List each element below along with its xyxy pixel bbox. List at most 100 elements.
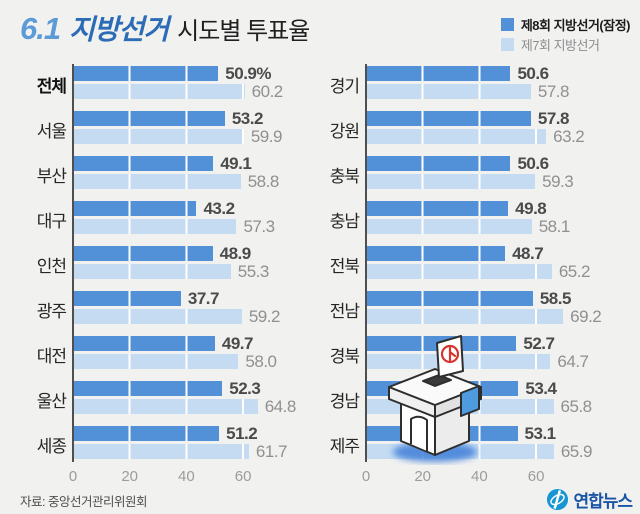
legend-swatch-series7: [500, 37, 514, 51]
title-date: 6.1: [20, 11, 61, 46]
series7-bar-line: 60.2: [74, 81, 327, 101]
series8-value: 50.6: [517, 63, 549, 83]
region-row-전북: 전북 48.7 65.2: [330, 244, 620, 291]
series8-bar: [367, 66, 511, 81]
series8-value: 43.2: [203, 198, 235, 218]
legend-label-series8: 제8회 지방선거(잠정): [520, 17, 631, 33]
region-row-충북: 충북 50.6 59.3: [330, 153, 620, 201]
series8-bar: [367, 291, 533, 306]
series8-bar: [74, 426, 220, 441]
series8-value: 50.9%: [225, 63, 271, 83]
series8-bar-line: 58.5: [367, 289, 620, 308]
region-row-세종: 세종 51.2 61.7: [37, 424, 327, 471]
region-label: 전남: [329, 302, 360, 321]
source-credit: 자료: 중앙선거관리위원회: [20, 495, 147, 509]
series8-bar-line: 49.7: [74, 333, 327, 353]
series8-value: 49.1: [220, 153, 252, 173]
region-row-경기: 경기 50.6 57.8: [330, 63, 620, 111]
series7-bar-line: 58.0: [74, 352, 327, 371]
series7-bar: [74, 444, 249, 459]
series7-bar: [74, 219, 237, 234]
series8-bar-line: 48.9: [74, 243, 327, 263]
series8-value: 57.8: [537, 108, 570, 128]
series7-bar-line: 57.3: [74, 217, 327, 236]
region-label: 울산: [36, 392, 67, 411]
series7-value: 55.3: [237, 261, 270, 281]
legend-item-series8: 제8회 지방선거(잠정): [500, 14, 631, 34]
series8-bar: [367, 111, 531, 126]
series8-bar: [74, 156, 214, 171]
region-label: 부산: [36, 167, 67, 186]
series7-value: 64.8: [264, 396, 297, 416]
series7-value: 59.3: [542, 171, 574, 191]
x-axis-tick: 60: [234, 468, 252, 485]
series7-bar: [74, 174, 241, 189]
series7-bar-line: 58.1: [367, 216, 620, 236]
series7-value: 69.2: [570, 306, 602, 326]
region-label: 서울: [36, 122, 67, 141]
ballot-stamp-icon: [440, 344, 460, 364]
series8-value: 48.9: [219, 243, 252, 263]
news-agency-logo: 연합뉴스: [546, 487, 633, 512]
series8-bar: [74, 201, 197, 216]
series8-value: 50.6: [517, 153, 549, 173]
series7-bar-line: 59.9: [74, 126, 327, 146]
region-label: 인천: [36, 257, 67, 276]
x-axis-left: 0 20 40 60: [69, 468, 328, 488]
title-event: 지방선거: [69, 14, 169, 45]
series7-bar-line: 55.3: [74, 261, 327, 281]
region-label: 경남: [329, 392, 360, 411]
series7-bar-line: 64.8: [74, 396, 327, 416]
region-label: 세종: [36, 437, 67, 456]
legend: 제8회 지방선거(잠정) 제7회 지방선거: [500, 14, 631, 54]
series7-value: 65.2: [558, 261, 591, 281]
chart-column-left: 전체 50.9% 60.2 서울 53.2 59.9 부산 49.1 58.8 대구 43.2 57.…: [0, 58, 300, 498]
series8-value: 49.7: [221, 333, 254, 353]
region-label: 강원: [329, 122, 360, 141]
series7-bar: [74, 399, 258, 414]
legend-label-series7: 제7회 지방선거: [520, 37, 600, 53]
series8-value: 52.7: [523, 333, 555, 353]
region-row-충남: 충남 49.8 58.1: [330, 198, 620, 246]
series7-bar-line: 57.8: [367, 81, 620, 101]
series7-value: 64.7: [557, 351, 589, 371]
yonhap-logo-text: 연합뉴스: [573, 492, 633, 511]
series7-value: 60.2: [251, 81, 284, 101]
series8-bar-line: 53.2: [74, 109, 327, 128]
series7-bar-line: 59.2: [74, 307, 327, 326]
series8-bar: [74, 336, 215, 351]
series7-bar: [74, 84, 245, 99]
legend-swatch-series8: [500, 17, 514, 31]
series7-value: 58.8: [247, 171, 280, 191]
series7-value: 57.8: [537, 81, 570, 101]
region-row-대구: 대구 43.2 57.3: [37, 198, 327, 246]
yonhap-logo-icon: [547, 488, 569, 511]
x-axis-right: 0 20 40 60: [362, 468, 621, 488]
region-row-인천: 인천 48.9 55.3: [37, 243, 327, 291]
series7-bar-line: 58.8: [74, 171, 327, 191]
series8-bar: [74, 246, 213, 261]
series8-value: 53.1: [524, 423, 557, 443]
series7-bar: [74, 264, 231, 279]
series8-bar-line: 52.3: [74, 378, 327, 398]
series7-bar: [367, 84, 531, 99]
series8-bar-line: 50.6: [367, 153, 620, 173]
series7-value: 63.2: [553, 126, 585, 146]
series8-value: 52.3: [229, 378, 261, 398]
region-row-전체: 전체 50.9% 60.2: [37, 63, 327, 111]
series8-bar-line: 43.2: [74, 198, 327, 218]
series7-bar-line: 61.7: [74, 442, 327, 461]
legend-item-series7: 제7회 지방선거: [500, 34, 630, 54]
region-row-서울: 서울 53.2 59.9: [37, 109, 327, 156]
series7-value: 59.9: [250, 126, 283, 146]
series7-bar-line: 69.2: [367, 306, 620, 326]
region-row-부산: 부산 49.1 58.8: [37, 153, 327, 201]
series7-bar-line: 65.2: [367, 261, 620, 281]
region-label: 충북: [329, 167, 360, 186]
series7-value: 58.1: [538, 216, 571, 236]
series8-bar-line: 50.6: [367, 63, 620, 83]
region-label: 경기: [329, 77, 360, 96]
series8-bar-line: 57.8: [367, 108, 620, 128]
series8-value: 49.8: [515, 198, 547, 218]
